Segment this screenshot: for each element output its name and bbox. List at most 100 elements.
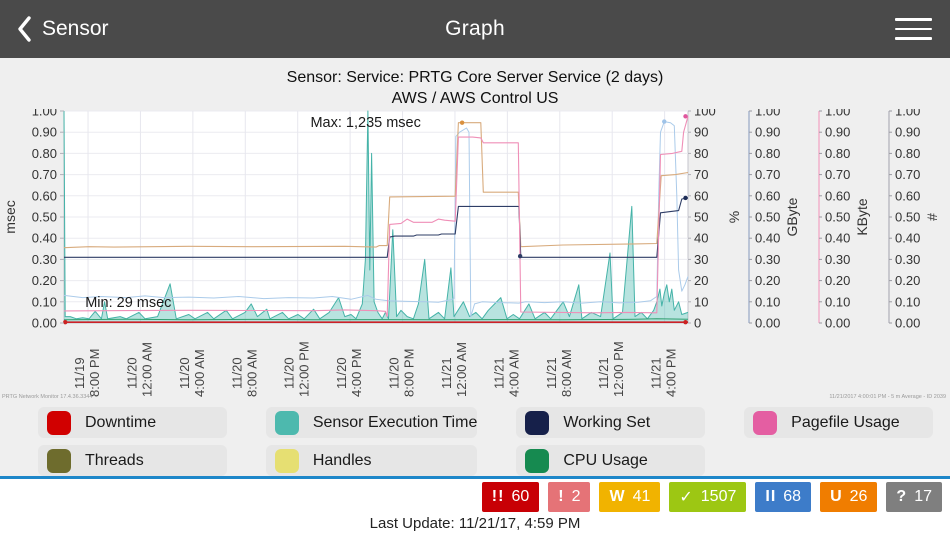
svg-text:0: 0 bbox=[694, 316, 701, 331]
svg-text:#: # bbox=[924, 213, 940, 221]
status-badge-paused[interactable]: II 68 bbox=[755, 482, 812, 512]
svg-text:0.40: 0.40 bbox=[32, 231, 57, 246]
svg-text:1.00: 1.00 bbox=[32, 109, 57, 119]
svg-text:0.50: 0.50 bbox=[895, 210, 920, 225]
status-count: 17 bbox=[914, 488, 932, 505]
legend-color-swatch bbox=[274, 410, 299, 435]
svg-text:0.10: 0.10 bbox=[825, 294, 850, 309]
svg-text:GByte: GByte bbox=[784, 197, 800, 236]
svg-text:70: 70 bbox=[694, 167, 708, 182]
legend-item-cpu-usage[interactable]: CPU Usage bbox=[516, 445, 706, 476]
svg-text:11/208:00 AM: 11/208:00 AM bbox=[229, 349, 259, 397]
status-badge-up[interactable]: ✓ 1507 bbox=[669, 482, 747, 512]
svg-text:0.00: 0.00 bbox=[825, 316, 850, 331]
svg-text:0.30: 0.30 bbox=[895, 252, 920, 267]
svg-text:11/214:00 PM: 11/214:00 PM bbox=[649, 349, 679, 397]
svg-text:0.50: 0.50 bbox=[825, 210, 850, 225]
legend-label: Sensor Execution Time bbox=[312, 413, 478, 431]
svg-text:11/208:00 PM: 11/208:00 PM bbox=[387, 349, 417, 397]
svg-text:1.00: 1.00 bbox=[895, 109, 920, 119]
chart-legend: Downtime Sensor Execution Time Working Set… bbox=[0, 406, 950, 476]
svg-text:0.80: 0.80 bbox=[825, 146, 850, 161]
graph-page-content: Sensor: Service: PRTG Core Server Servic… bbox=[0, 58, 950, 476]
svg-text:0.30: 0.30 bbox=[32, 252, 57, 267]
legend-color-swatch bbox=[47, 410, 71, 435]
svg-text:0.80: 0.80 bbox=[755, 146, 780, 161]
svg-text:%: % bbox=[726, 211, 742, 223]
legend-color-swatch bbox=[753, 410, 778, 435]
legend-item-sensor-execution-time[interactable]: Sensor Execution Time bbox=[265, 407, 478, 438]
svg-text:0.40: 0.40 bbox=[755, 231, 780, 246]
svg-text:0.20: 0.20 bbox=[825, 273, 850, 288]
status-count: 2 bbox=[571, 488, 581, 505]
status-footer: !! 60 ! 2 W 41 ✓ 1507 II 68 U 26? 17 Last Update: 11… bbox=[0, 479, 950, 534]
legend-item-pagefile-usage[interactable]: Pagefile Usage bbox=[744, 407, 933, 438]
status-badge-warning[interactable]: W 41 bbox=[599, 482, 661, 512]
svg-text:0.20: 0.20 bbox=[895, 273, 920, 288]
legend-item-threads[interactable]: Threads bbox=[38, 445, 227, 476]
status-count: 68 bbox=[783, 488, 802, 505]
legend-color-swatch bbox=[274, 448, 299, 473]
svg-text:0.00: 0.00 bbox=[32, 316, 57, 331]
svg-text:0.00: 0.00 bbox=[895, 316, 920, 331]
status-warning-icon: W bbox=[609, 488, 626, 505]
back-button[interactable]: Sensor bbox=[0, 16, 109, 42]
status-count: 26 bbox=[849, 488, 868, 505]
svg-text:80: 80 bbox=[694, 146, 708, 161]
sensor-status-badges: !! 60 ! 2 W 41 ✓ 1507 II 68 U 26? 17 bbox=[0, 479, 950, 512]
hamburger-menu-button[interactable] bbox=[895, 18, 950, 40]
chart-subtitle: AWS / AWS Control US bbox=[391, 90, 559, 107]
svg-text:Min: 29 msec: Min: 29 msec bbox=[85, 295, 171, 311]
svg-text:0.50: 0.50 bbox=[32, 210, 57, 225]
chart-title: Sensor: Service: PRTG Core Server Servic… bbox=[286, 69, 664, 86]
svg-text:1.00: 1.00 bbox=[825, 109, 850, 119]
svg-text:0.10: 0.10 bbox=[32, 294, 57, 309]
status-badge-down[interactable]: !! 60 bbox=[481, 482, 540, 512]
svg-text:0.70: 0.70 bbox=[755, 167, 780, 182]
svg-text:11/2012:00 PM: 11/2012:00 PM bbox=[282, 341, 312, 397]
back-button-label: Sensor bbox=[42, 17, 109, 40]
legend-color-swatch bbox=[47, 448, 71, 473]
legend-color-swatch bbox=[525, 448, 550, 473]
svg-text:0.70: 0.70 bbox=[895, 167, 920, 182]
legend-label: Threads bbox=[85, 451, 144, 469]
status-badge-unknown[interactable]: ? 17 bbox=[886, 482, 942, 512]
svg-text:11/2112:00 PM: 11/2112:00 PM bbox=[596, 341, 626, 397]
svg-text:11/2112:00 AM: 11/2112:00 AM bbox=[439, 342, 469, 397]
status-count: 60 bbox=[511, 488, 530, 505]
legend-label: Handles bbox=[312, 451, 372, 469]
legend-label: Working Set bbox=[563, 413, 651, 431]
svg-text:0.30: 0.30 bbox=[755, 252, 780, 267]
svg-text:0.20: 0.20 bbox=[32, 273, 57, 288]
svg-text:0.80: 0.80 bbox=[32, 146, 57, 161]
legend-label: Pagefile Usage bbox=[791, 413, 900, 431]
sensor-graph-canvas[interactable]: 0.00 0.10 0.20 0.30 0.40 0.50 0.60 0.70 0.80 0.90… bbox=[0, 104, 950, 401]
svg-text:0.90: 0.90 bbox=[825, 125, 850, 140]
legend-item-handles[interactable]: Handles bbox=[265, 445, 478, 476]
svg-text:0.40: 0.40 bbox=[825, 231, 850, 246]
svg-text:0.30: 0.30 bbox=[825, 252, 850, 267]
status-badge-down-partial[interactable]: ! 2 bbox=[548, 482, 591, 512]
svg-text:11/204:00 AM: 11/204:00 AM bbox=[177, 349, 207, 397]
legend-item-downtime[interactable]: Downtime bbox=[38, 407, 227, 438]
svg-text:30: 30 bbox=[694, 252, 708, 267]
svg-text:0.40: 0.40 bbox=[895, 231, 920, 246]
back-chevron-icon bbox=[18, 16, 31, 42]
legend-item-working-set[interactable]: Working Set bbox=[516, 407, 706, 438]
status-unknown-icon: ? bbox=[896, 488, 908, 505]
svg-text:0.90: 0.90 bbox=[755, 125, 780, 140]
svg-text:11/2012:00 AM: 11/2012:00 AM bbox=[124, 342, 154, 397]
status-count: 41 bbox=[632, 488, 651, 505]
svg-text:0.20: 0.20 bbox=[755, 273, 780, 288]
svg-text:0.60: 0.60 bbox=[755, 188, 780, 203]
svg-text:0.90: 0.90 bbox=[895, 125, 920, 140]
status-count: 1507 bbox=[700, 488, 737, 505]
status-up-icon: ✓ bbox=[679, 489, 694, 506]
status-badge-unusual[interactable]: U 26 bbox=[820, 482, 878, 512]
svg-text:1.00: 1.00 bbox=[755, 109, 780, 119]
hamburger-bar bbox=[895, 18, 932, 21]
svg-text:60: 60 bbox=[694, 188, 708, 203]
last-update-text: Last Update: 11/21/17, 4:59 PM bbox=[369, 515, 581, 532]
svg-text:20: 20 bbox=[694, 273, 708, 288]
